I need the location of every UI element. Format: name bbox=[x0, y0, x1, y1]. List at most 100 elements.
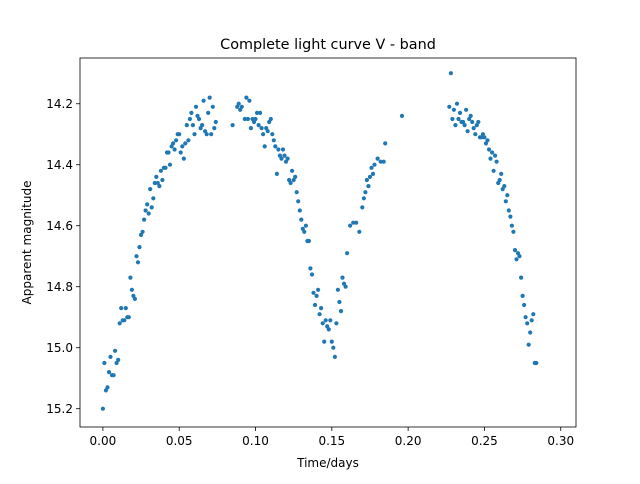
data-point bbox=[447, 104, 452, 109]
data-point bbox=[519, 275, 524, 280]
data-point bbox=[273, 144, 278, 149]
data-point bbox=[319, 306, 324, 311]
axes-frame bbox=[79, 57, 577, 428]
data-point bbox=[146, 211, 151, 216]
data-point bbox=[363, 190, 368, 195]
data-point bbox=[297, 208, 302, 213]
data-point bbox=[511, 229, 516, 234]
data-point bbox=[117, 321, 122, 326]
data-point bbox=[151, 196, 156, 201]
y-tick-label: 14.6 bbox=[46, 219, 73, 233]
data-point bbox=[497, 177, 502, 183]
data-point bbox=[308, 266, 313, 271]
data-point bbox=[154, 174, 159, 179]
data-point bbox=[201, 98, 206, 103]
data-point bbox=[505, 193, 510, 198]
data-point bbox=[236, 101, 241, 106]
data-point bbox=[134, 254, 139, 259]
data-point bbox=[114, 360, 119, 366]
y-tick-label: 15.0 bbox=[46, 341, 73, 355]
data-point bbox=[454, 101, 460, 106]
data-point bbox=[167, 162, 173, 167]
data-point bbox=[491, 168, 496, 173]
data-point bbox=[181, 156, 186, 161]
data-point bbox=[155, 180, 160, 186]
data-point bbox=[206, 110, 211, 115]
data-point bbox=[506, 208, 511, 213]
data-point bbox=[328, 318, 333, 323]
data-point bbox=[490, 150, 495, 155]
data-point bbox=[509, 223, 514, 228]
x-tick-label: 0.15 bbox=[318, 434, 345, 448]
data-point bbox=[129, 287, 134, 292]
data-point bbox=[171, 141, 176, 146]
data-point bbox=[303, 223, 308, 228]
data-point bbox=[311, 290, 316, 295]
data-point bbox=[345, 251, 350, 256]
data-point bbox=[378, 159, 383, 164]
x-axis-label: Time/days bbox=[296, 456, 359, 470]
data-point bbox=[178, 150, 183, 155]
data-point bbox=[259, 126, 264, 131]
data-point bbox=[148, 187, 153, 192]
data-point bbox=[160, 177, 165, 183]
data-point bbox=[503, 199, 508, 204]
data-point bbox=[493, 153, 498, 158]
data-point bbox=[128, 275, 133, 280]
data-point bbox=[473, 132, 478, 137]
data-point bbox=[486, 147, 492, 152]
data-point bbox=[140, 229, 145, 234]
data-point bbox=[105, 385, 110, 390]
data-point bbox=[116, 357, 121, 362]
x-tick-label: 0.00 bbox=[90, 434, 117, 448]
data-point bbox=[331, 345, 336, 350]
data-point bbox=[288, 180, 293, 186]
data-point bbox=[306, 238, 311, 244]
data-point bbox=[370, 171, 376, 176]
data-point bbox=[335, 287, 340, 292]
data-point bbox=[180, 144, 185, 149]
data-point bbox=[451, 107, 456, 112]
data-point bbox=[316, 287, 321, 292]
data-point bbox=[366, 184, 371, 189]
data-point bbox=[274, 171, 279, 176]
data-point bbox=[271, 138, 276, 143]
data-point bbox=[230, 123, 235, 128]
data-point bbox=[360, 205, 365, 210]
data-point bbox=[326, 327, 331, 332]
data-point bbox=[126, 315, 131, 320]
data-point bbox=[448, 71, 453, 76]
data-point bbox=[138, 232, 144, 237]
chart-title: Complete light curve V - band bbox=[220, 37, 436, 53]
data-point bbox=[143, 208, 148, 213]
data-point bbox=[283, 159, 289, 164]
data-point bbox=[258, 110, 263, 115]
data-point bbox=[525, 321, 530, 326]
data-point bbox=[184, 123, 189, 128]
data-point bbox=[399, 113, 405, 118]
data-point bbox=[329, 339, 334, 344]
data-point bbox=[343, 284, 348, 289]
data-point bbox=[190, 123, 195, 128]
x-tick-label: 0.30 bbox=[547, 434, 574, 448]
data-point bbox=[152, 180, 157, 186]
data-point bbox=[102, 360, 107, 366]
data-point bbox=[279, 156, 284, 161]
data-point bbox=[209, 132, 214, 137]
data-point bbox=[348, 223, 353, 228]
data-point bbox=[517, 254, 522, 259]
data-point bbox=[337, 299, 342, 305]
data-point bbox=[270, 132, 275, 137]
data-point bbox=[119, 306, 124, 311]
data-point bbox=[111, 373, 116, 378]
data-point bbox=[354, 220, 359, 225]
data-point bbox=[196, 116, 202, 122]
data-point bbox=[193, 104, 199, 109]
data-point bbox=[375, 156, 380, 161]
data-point bbox=[520, 293, 525, 298]
data-point bbox=[528, 330, 533, 335]
data-point bbox=[523, 315, 528, 320]
data-point bbox=[317, 312, 322, 317]
data-point bbox=[282, 153, 287, 158]
